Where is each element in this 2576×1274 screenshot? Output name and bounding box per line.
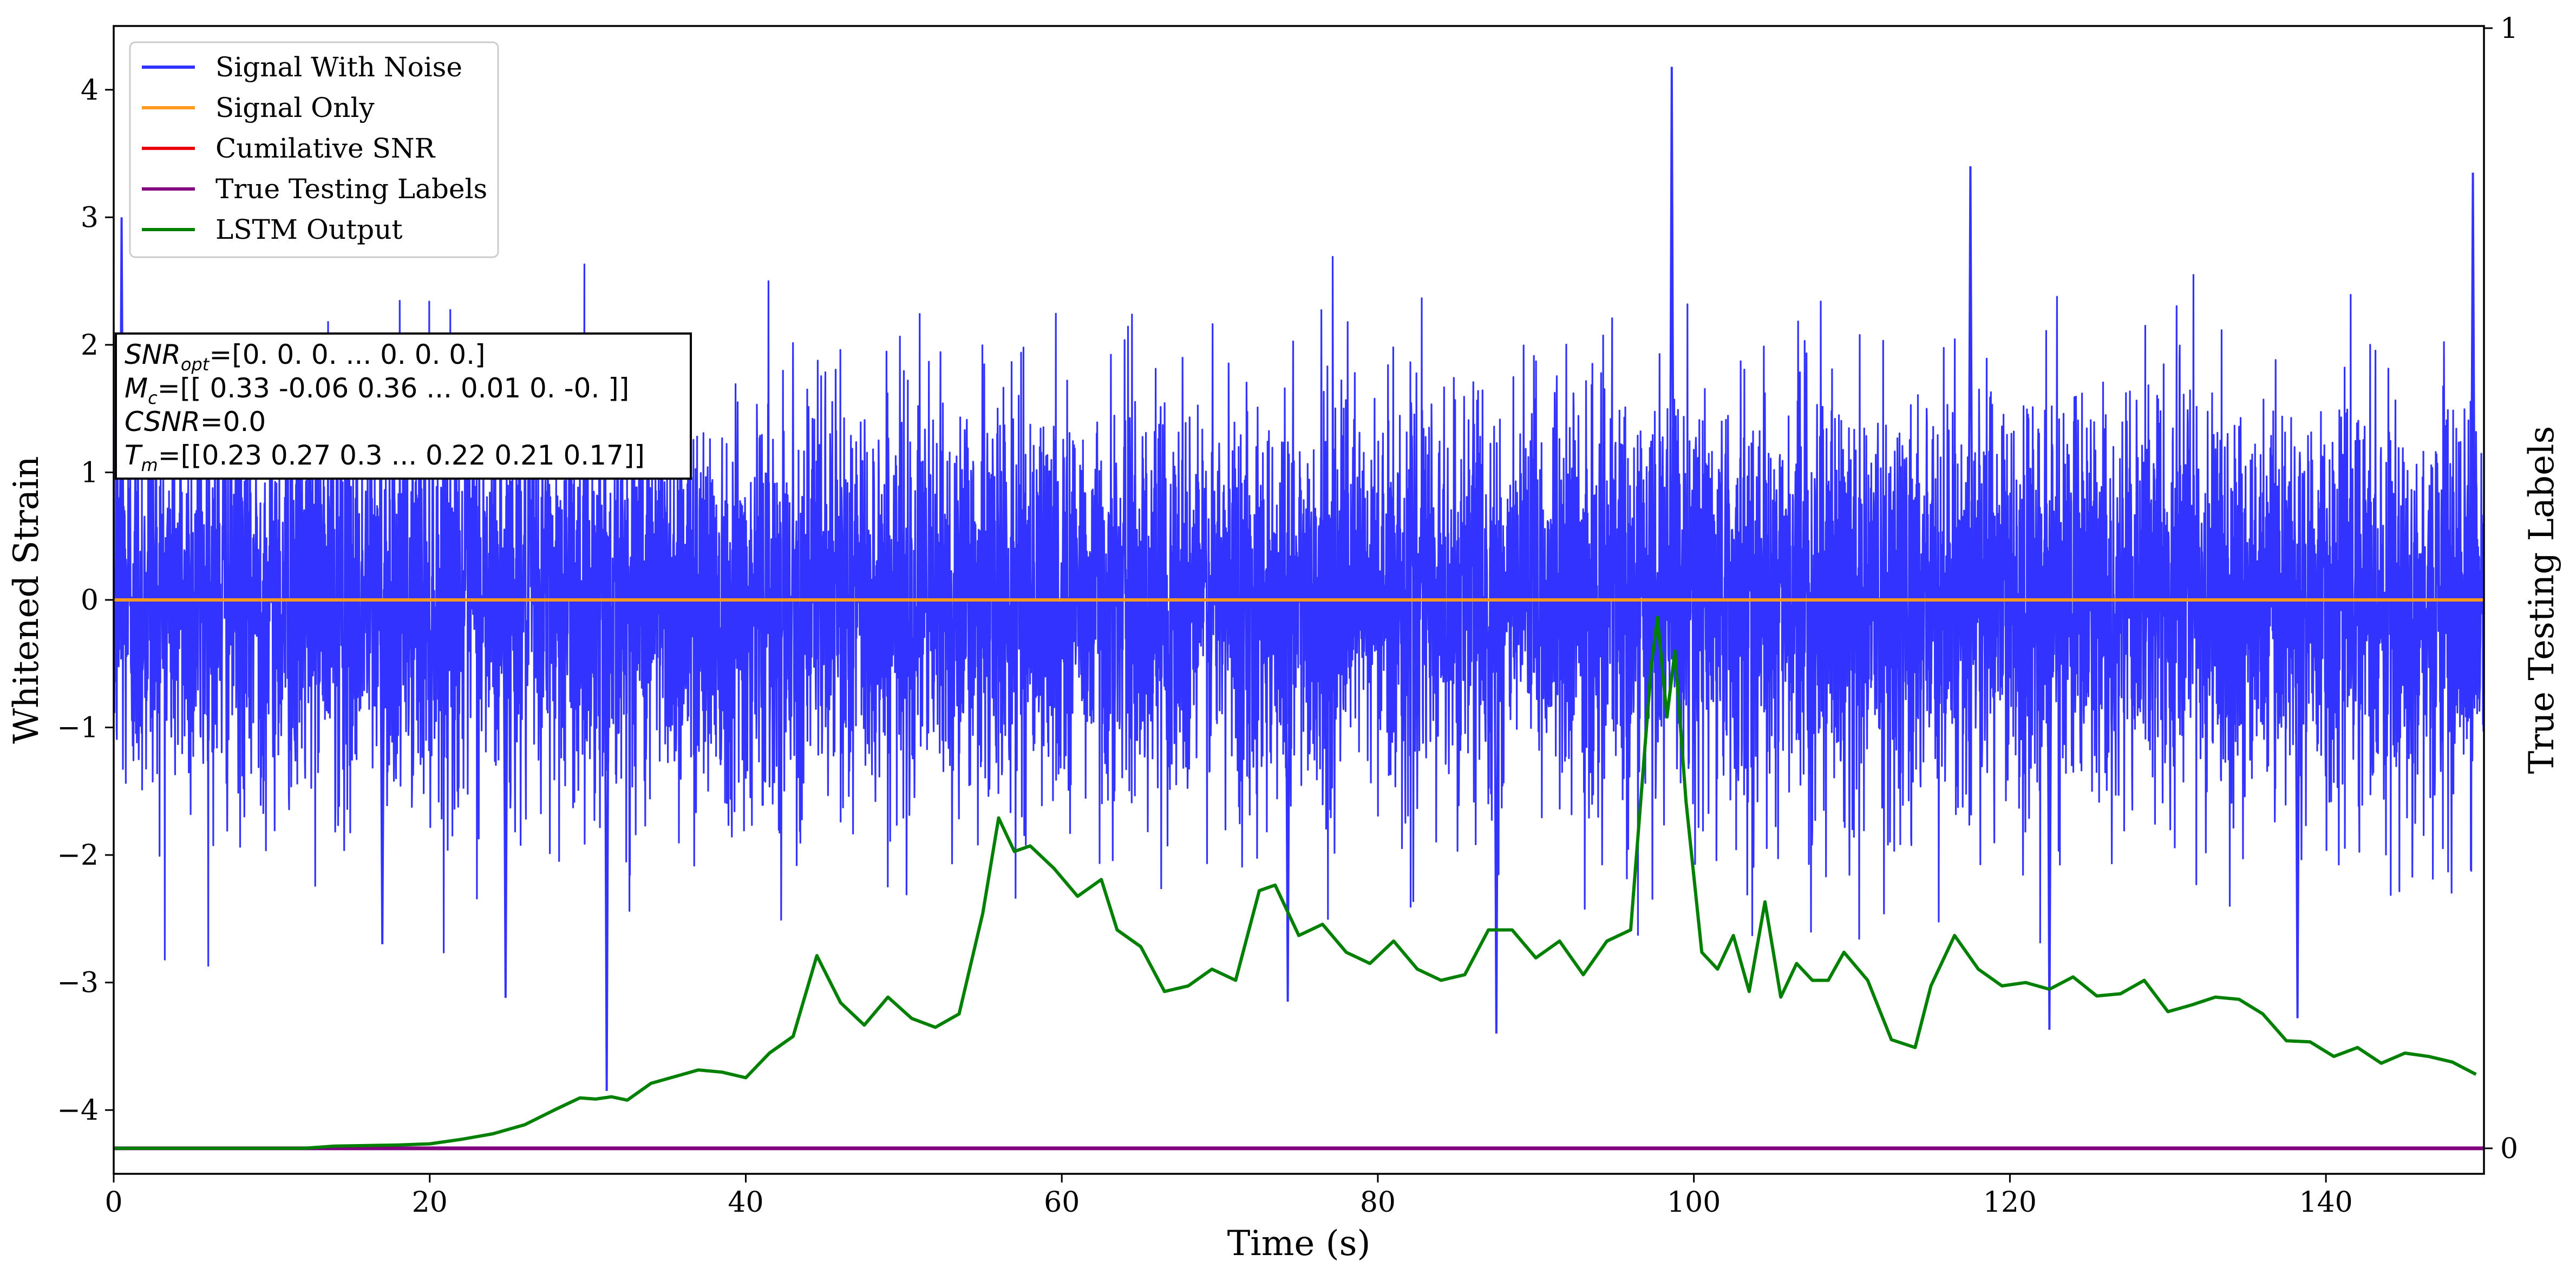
annotation-line: Tm=[[0.23 0.27 0.3 ... 0.22 0.21 0.17]] — [125, 440, 645, 475]
y-axis-label: Whitened Strain — [6, 456, 47, 743]
legend: Signal With Noise Signal Only Cumilative S… — [129, 41, 499, 258]
x-tick-label: 40 — [728, 1186, 763, 1219]
signal-with-noise-spike — [1967, 166, 1973, 600]
x-axis-ticks: 0 20 40 60 80 100 120 140 — [104, 1174, 2353, 1219]
y2-tick-label: 1 — [2500, 12, 2518, 45]
y-tick-label: 0 — [81, 584, 99, 617]
y2-tick-label: 0 — [2500, 1133, 2518, 1165]
y-axis-ticks: 4 3 2 1 0 −1 −2 −3 −4 — [57, 74, 114, 1127]
y-tick-label: −1 — [57, 712, 99, 744]
legend-box — [129, 41, 499, 258]
parameter-annotation-box: SNRopt=[0. 0. 0. ... 0. 0. 0.]Mc=[[ 0.33… — [115, 332, 692, 480]
y-tick-label: 4 — [81, 74, 99, 107]
x-tick-label: 0 — [104, 1186, 122, 1219]
series-lines — [114, 598, 2484, 1151]
signal-with-noise-spike — [379, 599, 385, 945]
y-tick-label: 1 — [81, 456, 99, 489]
x-tick-label: 100 — [1667, 1186, 1721, 1219]
x-tick-label: 60 — [1044, 1186, 1080, 1219]
signal-with-noise-spike — [2470, 172, 2476, 600]
lstm-output-line — [114, 616, 2477, 1150]
signal-with-noise-spike — [1285, 599, 1291, 1002]
y-tick-label: 2 — [81, 329, 99, 362]
y-tick-label: −2 — [57, 839, 99, 872]
annotation-line: SNRopt=[0. 0. 0. ... 0. 0. 0.] — [125, 339, 486, 375]
x-tick-label: 80 — [1360, 1186, 1396, 1219]
y-tick-label: −4 — [57, 1094, 99, 1127]
annotation-line: CSNR=0.0 — [125, 406, 266, 437]
signal-with-noise-spike — [2046, 599, 2052, 1030]
signal-with-noise-line — [114, 256, 2484, 967]
annotation-line: Mc=[[ 0.33 -0.06 0.36 ... 0.01 0. -0. ]] — [125, 373, 629, 408]
legend-entry: Cumilative SNR — [215, 133, 435, 164]
signal-with-noise-spike — [502, 599, 509, 998]
y2-axis-ticks: 10 — [2484, 12, 2518, 1165]
x-axis-label: Time (s) — [1227, 1224, 1371, 1264]
legend-entry: LSTM Output — [215, 214, 402, 245]
y-tick-label: 3 — [81, 201, 99, 234]
legend-entry: True Testing Labels — [215, 173, 487, 205]
x-tick-label: 120 — [1983, 1186, 2037, 1219]
y-tick-label: −3 — [57, 967, 99, 999]
legend-entry: Signal Only — [215, 92, 375, 123]
legend-entry: Signal With Noise — [215, 51, 462, 83]
y2-axis-label: True Testing Labels — [2522, 426, 2562, 774]
annotation-box — [115, 332, 692, 480]
signal-with-noise-spike — [1669, 67, 1675, 600]
x-tick-label: 140 — [2299, 1186, 2353, 1219]
x-tick-label: 20 — [412, 1186, 448, 1219]
signal-with-noise-spike — [2294, 599, 2301, 1018]
